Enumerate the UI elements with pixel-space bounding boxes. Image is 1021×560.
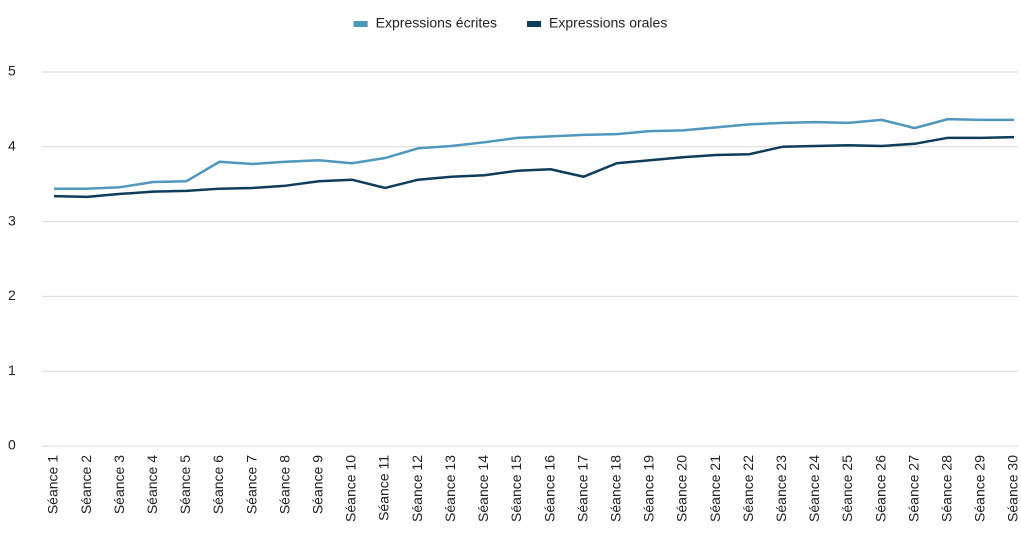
x-tick-label: Séance 22 xyxy=(740,455,756,522)
x-tick-label: Séance 24 xyxy=(806,455,822,522)
x-tick-label: Séance 19 xyxy=(641,455,657,522)
y-tick-label: 3 xyxy=(8,212,16,228)
x-tick-label: Séance 9 xyxy=(310,455,326,514)
y-tick-label: 2 xyxy=(8,287,16,303)
x-tick-label: Séance 12 xyxy=(409,455,425,522)
series-line xyxy=(53,135,1015,199)
x-tick-label: Séance 7 xyxy=(243,455,259,514)
x-tick-label: Séance 21 xyxy=(707,455,723,522)
x-tick-label: Séance 17 xyxy=(574,455,590,522)
x-tick-label: Séance 15 xyxy=(508,455,524,522)
x-tick-label: Séance 28 xyxy=(938,455,954,522)
legend-swatch xyxy=(527,21,542,27)
x-tick-label: Séance 1 xyxy=(45,455,61,514)
y-tick-label: 4 xyxy=(8,138,16,154)
x-tick-label: Séance 2 xyxy=(78,455,94,514)
legend-swatch xyxy=(353,21,368,27)
legend-label: Expressions orales xyxy=(549,15,667,31)
x-tick-label: Séance 14 xyxy=(475,455,491,522)
x-tick-label: Séance 6 xyxy=(210,455,226,514)
x-tick-label: Séance 23 xyxy=(773,455,789,522)
x-tick-label: Séance 25 xyxy=(839,455,855,522)
x-tick-label: Séance 8 xyxy=(276,455,292,514)
x-tick-label: Séance 30 xyxy=(1005,455,1021,522)
x-tick-label: Séance 18 xyxy=(607,455,623,522)
series-line xyxy=(54,117,1014,190)
x-tick-label: Séance 26 xyxy=(872,455,888,522)
x-tick-label: Séance 10 xyxy=(343,455,359,522)
x-tick-label: Séance 11 xyxy=(376,455,392,521)
x-tick-label: Séance 5 xyxy=(177,455,193,514)
y-tick-label: 0 xyxy=(8,437,16,453)
y-tick-label: 5 xyxy=(8,63,16,79)
legend-label: Expressions écrites xyxy=(376,15,497,31)
x-tick-label: Séance 27 xyxy=(905,455,921,522)
x-tick-label: Séance 4 xyxy=(144,455,160,514)
x-tick-label: Séance 29 xyxy=(972,455,988,522)
x-tick-label: Séance 3 xyxy=(111,455,127,514)
x-tick-label: Séance 13 xyxy=(442,455,458,522)
y-tick-label: 1 xyxy=(8,362,16,378)
x-tick-label: Séance 16 xyxy=(541,455,557,522)
x-tick-label: Séance 20 xyxy=(674,455,690,522)
